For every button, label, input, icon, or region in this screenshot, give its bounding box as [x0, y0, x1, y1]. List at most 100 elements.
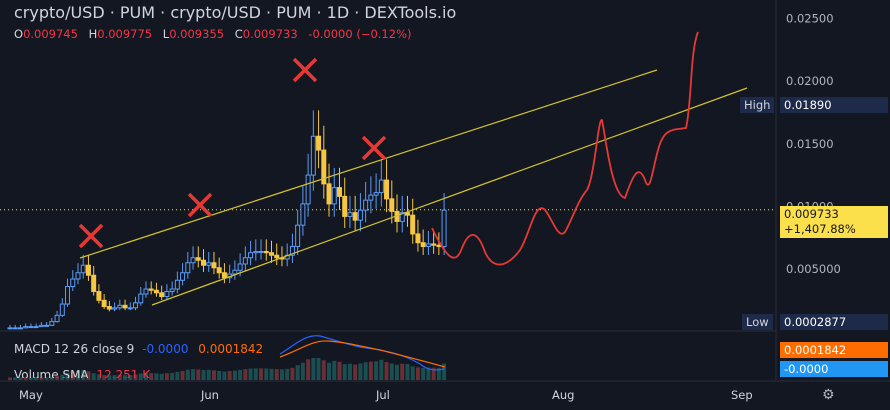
close-label: C [234, 27, 243, 41]
volume-bar [232, 370, 237, 380]
volume-bar [117, 374, 122, 380]
candle-body [80, 264, 86, 274]
candle-body [258, 250, 264, 253]
candle-body [415, 233, 421, 244]
volume-bar [34, 377, 39, 380]
signal-value: 0.0001842 [198, 342, 264, 356]
low-label: L [162, 27, 170, 41]
volume-bar [353, 364, 358, 380]
candle-body [326, 183, 332, 205]
candle-body [363, 199, 369, 211]
volume-bar [321, 360, 326, 380]
volume-bar [374, 361, 379, 380]
candle-body [138, 293, 144, 304]
candle-body [17, 327, 23, 330]
channel-upper-line [79, 69, 658, 259]
candle-body [253, 250, 259, 254]
volume-bar [426, 367, 431, 380]
candle-body [112, 307, 118, 310]
volume-legend[interactable]: Volume SMA 12.251 K [14, 368, 151, 382]
volume-bar [238, 369, 243, 380]
volume-bar [405, 364, 410, 380]
volume-bar [253, 368, 258, 380]
high-tag-label: High [740, 97, 775, 113]
volume-bar [128, 375, 133, 380]
volume-bar [285, 368, 290, 380]
macd-label: MACD 12 26 close 9 [14, 342, 135, 356]
volume-bar [91, 373, 96, 380]
macd-legend[interactable]: MACD 12 26 close 9 -0.0000 0.0001842 [14, 342, 263, 356]
volume-bar [248, 368, 253, 380]
candle-body [127, 307, 133, 310]
candle-body [117, 304, 123, 309]
volume-bar [96, 374, 101, 380]
volume-bar [143, 372, 148, 380]
volume-bar [18, 377, 23, 380]
candle-body [190, 257, 196, 264]
candle-body [321, 149, 327, 185]
candle-body [295, 224, 301, 247]
candle-body [185, 262, 191, 274]
volume-bar [44, 377, 49, 380]
candle-body [195, 257, 201, 261]
volume-bar [415, 367, 420, 380]
volume-bar [337, 361, 342, 380]
volume-bar [368, 361, 373, 380]
volume-bar [389, 363, 394, 380]
candle-body [206, 262, 212, 266]
volume-bar [222, 371, 227, 380]
macd-tag: -0.0000 [780, 361, 888, 377]
volume-bar [279, 369, 284, 380]
candle-body [331, 187, 337, 205]
y-tick-label: 0.005000 [786, 262, 841, 276]
volume-bar [8, 377, 12, 380]
gear-icon[interactable]: ⚙ [822, 387, 835, 403]
volume-bar [316, 358, 321, 380]
candle-body [378, 179, 384, 194]
macd-value: -0.0000 [142, 342, 189, 356]
candle-body [425, 243, 431, 247]
volume-label: Volume SMA [14, 368, 89, 382]
candle-body [242, 257, 248, 265]
y-tick-label: 0.02500 [786, 12, 834, 26]
candle-body [169, 288, 175, 293]
volume-bar [243, 369, 248, 380]
candle-body [368, 194, 374, 201]
candle-body [352, 212, 358, 221]
candle-body [269, 252, 274, 256]
candle-body [310, 135, 316, 176]
y-tick-label: 0.02000 [786, 74, 834, 88]
volume-bar [384, 362, 389, 380]
candle-body [96, 291, 102, 301]
high-tag-value: 0.01890 [780, 97, 888, 113]
volume-bar [55, 376, 60, 380]
volume-bar [112, 375, 117, 380]
volume-bar [290, 367, 295, 380]
candle-body [431, 243, 437, 246]
candle-body [133, 302, 139, 309]
volume-bar [23, 377, 28, 380]
chart-title: crypto/USD · PUM · crypto/USD · PUM · 1D… [14, 3, 457, 22]
x-marker [361, 135, 387, 161]
candle-body [28, 326, 34, 329]
volume-bar [28, 377, 33, 380]
signal-line [279, 340, 446, 368]
candle-body [75, 272, 81, 280]
volume-bar [201, 370, 206, 380]
volume-bar [269, 368, 274, 380]
volume-bar [49, 376, 54, 380]
candle-body [159, 292, 165, 298]
candle-body [237, 263, 243, 271]
volume-bar [363, 362, 368, 380]
candle-body [7, 327, 13, 330]
volume-bar [358, 363, 363, 380]
volume-value: 12.251 K [96, 368, 151, 382]
candle-body [389, 198, 395, 212]
candle-body [153, 289, 159, 294]
volume-bar [154, 373, 159, 380]
volume-bar [259, 368, 264, 380]
candle-body [65, 286, 71, 305]
candle-body [263, 250, 269, 254]
